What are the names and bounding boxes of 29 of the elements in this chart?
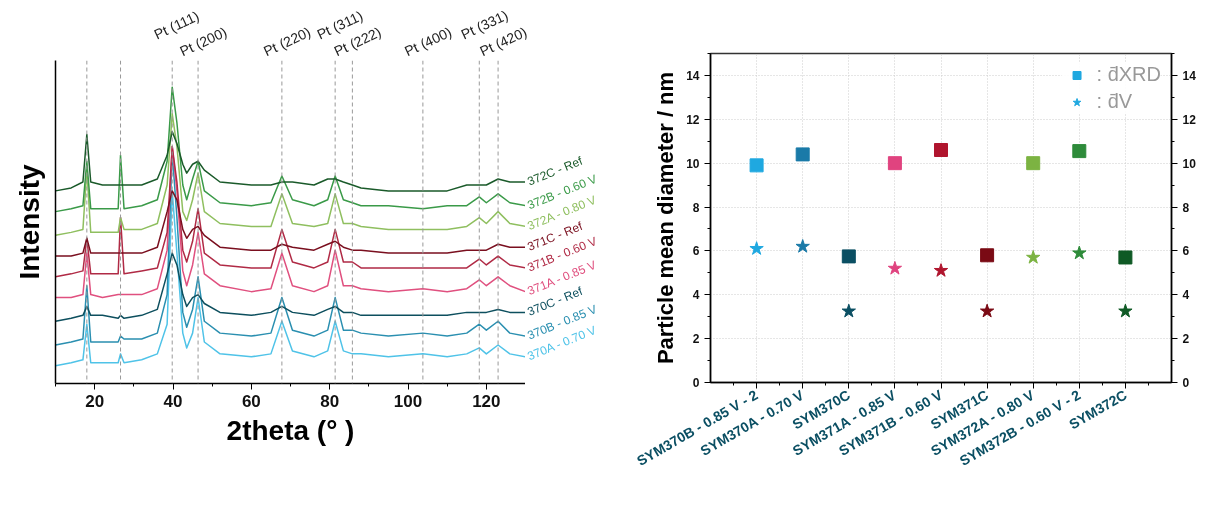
y-tick-label: 8 — [692, 200, 700, 215]
y-tick-label: 10 — [686, 156, 700, 171]
y2-tick-label: 6 — [1182, 244, 1190, 259]
ref-line-label: Pt (220) — [261, 23, 314, 60]
y-tick-label: 2 — [692, 332, 700, 347]
ref-line-label: Pt (400) — [402, 23, 455, 60]
y2-tick-label: 14 — [1182, 68, 1197, 83]
legend-label: : d̄XRD — [1096, 63, 1161, 86]
x-tick-label: 40 — [163, 391, 183, 411]
y2-tick-label: 2 — [1182, 332, 1190, 347]
y-tick-label: 4 — [692, 288, 700, 303]
legend-label: : d̄V — [1096, 90, 1133, 113]
y-axis-title: Intensity — [13, 164, 45, 280]
y2-tick-label: 10 — [1182, 156, 1197, 171]
x-tick-label: 120 — [472, 391, 501, 411]
y2-tick-label: 4 — [1182, 288, 1190, 303]
y2-tick-label: 8 — [1182, 200, 1190, 215]
y2-tick-label: 12 — [1182, 112, 1197, 127]
y-axis-title: Particle mean diameter / nm — [653, 71, 679, 365]
x-tick-label: 20 — [85, 391, 105, 411]
x-tick-label: 60 — [241, 391, 261, 411]
y-tick-label: 6 — [692, 244, 700, 259]
x-tick-label: 100 — [393, 391, 423, 411]
x-axis-title: 2theta (° ) — [226, 414, 355, 446]
x-tick-label: 80 — [320, 391, 340, 411]
y-tick-label: 12 — [686, 112, 700, 127]
y2-tick-label: 0 — [1182, 376, 1190, 390]
y-tick-label: 14 — [686, 68, 700, 83]
y-tick-label: 0 — [692, 376, 700, 390]
